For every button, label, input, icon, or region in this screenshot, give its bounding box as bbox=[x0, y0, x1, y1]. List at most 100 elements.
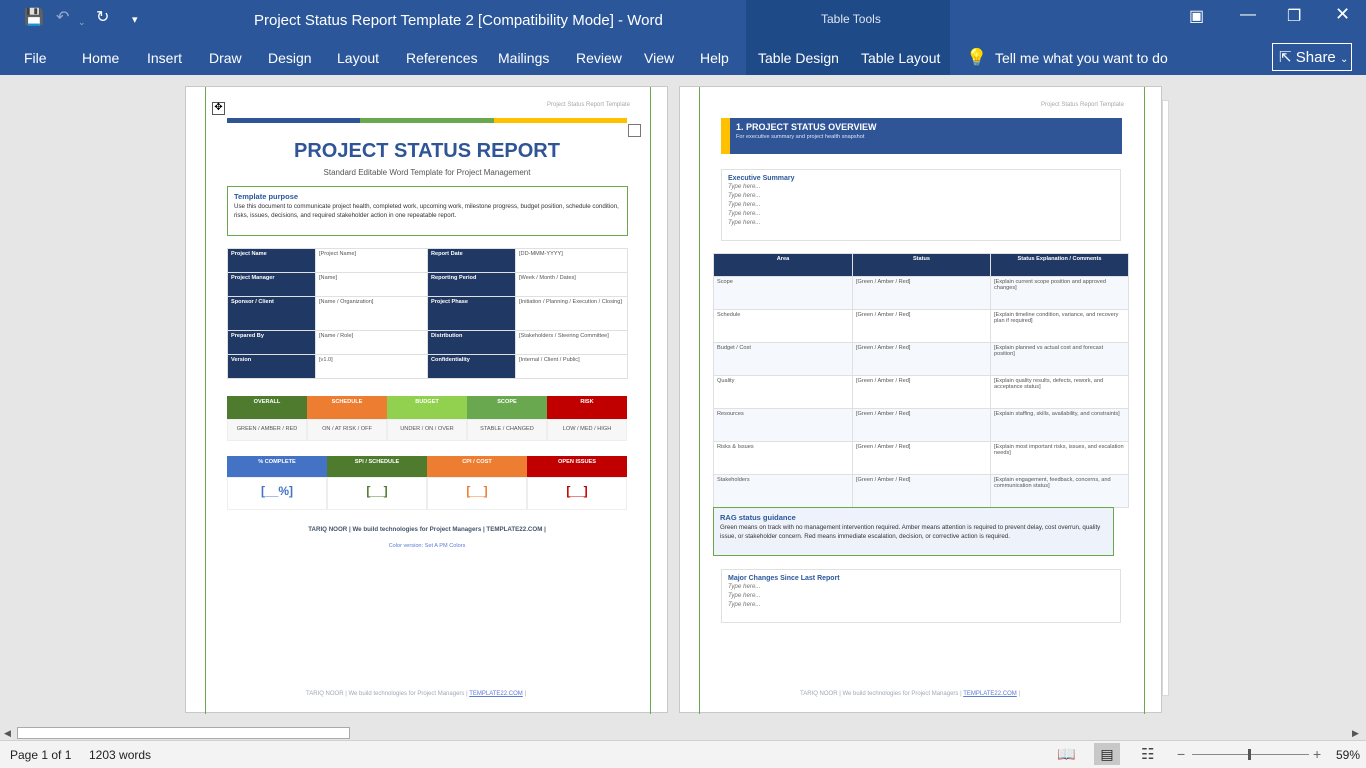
tab-layout[interactable]: Layout bbox=[337, 50, 380, 66]
rag-title: RAG status guidance bbox=[720, 513, 796, 522]
kpi-value[interactable]: [__] bbox=[527, 477, 627, 510]
status-cell[interactable]: [Green / Amber / Red] bbox=[852, 276, 991, 310]
tell-me-search[interactable]: Tell me what you want to do bbox=[995, 50, 1168, 66]
area-cell[interactable]: Resources bbox=[713, 408, 853, 442]
redo-icon[interactable]: ↻ bbox=[96, 9, 110, 26]
status-header: SCOPE bbox=[467, 396, 547, 419]
comment-cell[interactable]: [Explain staffing, skills, availability,… bbox=[990, 408, 1129, 442]
tab-references[interactable]: References bbox=[406, 50, 478, 66]
type-here-line[interactable]: Type here... bbox=[728, 601, 761, 608]
zoom-level[interactable]: 59% bbox=[1336, 748, 1361, 762]
horizontal-scrollbar[interactable]: ◀ ▶ bbox=[0, 726, 1366, 740]
area-cell[interactable]: Schedule bbox=[713, 309, 853, 343]
table-move-handle-icon[interactable]: ✥ bbox=[212, 102, 225, 115]
info-value[interactable]: [Name / Organization] bbox=[315, 296, 428, 331]
page-footer: TARIQ NOOR | We build technologies for P… bbox=[800, 691, 1020, 697]
footer-text: TARIQ NOOR | We build technologies for P… bbox=[306, 691, 468, 697]
status-cell[interactable]: [Green / Amber / Red] bbox=[852, 309, 991, 343]
tab-review[interactable]: Review bbox=[576, 50, 622, 66]
zoom-in-icon[interactable]: + bbox=[1313, 746, 1322, 762]
ribbon-display-icon[interactable]: ▣ bbox=[1189, 8, 1205, 25]
kpi-value[interactable]: [__] bbox=[427, 477, 527, 510]
zoom-slider-thumb[interactable] bbox=[1248, 749, 1251, 760]
status-value[interactable]: GREEN / AMBER / RED bbox=[227, 419, 307, 441]
major-changes-box[interactable]: Major Changes Since Last Report Type her… bbox=[721, 569, 1121, 623]
status-value[interactable]: LOW / MED / HIGH bbox=[547, 419, 627, 441]
info-value[interactable]: [Name] bbox=[315, 272, 428, 297]
comment-cell[interactable]: [Explain current scope position and appr… bbox=[990, 276, 1129, 310]
area-cell[interactable]: Stakeholders bbox=[713, 474, 853, 508]
close-icon[interactable]: ✕ bbox=[1335, 4, 1351, 24]
document-page-2[interactable]: Project Status Report Template 1. PROJEC… bbox=[679, 86, 1162, 714]
status-value[interactable]: ON / AT RISK / OFF bbox=[307, 419, 387, 441]
tab-home[interactable]: Home bbox=[82, 50, 120, 66]
status-value[interactable]: STABLE / CHANGED bbox=[467, 419, 547, 441]
zoom-out-icon[interactable]: − bbox=[1177, 746, 1186, 762]
status-cell[interactable]: [Green / Amber / Red] bbox=[852, 408, 991, 442]
table-row: Stakeholders [Green / Amber / Red] [Explai… bbox=[713, 474, 1129, 508]
page-count[interactable]: Page 1 of 1 bbox=[10, 748, 72, 762]
type-here-line[interactable]: Type here... bbox=[728, 183, 761, 190]
web-layout-icon[interactable]: ☷ bbox=[1141, 746, 1155, 763]
customize-toolbar-icon[interactable]: ▾ bbox=[132, 14, 138, 26]
status-value[interactable]: UNDER / ON / OVER bbox=[387, 419, 467, 441]
tab-design[interactable]: Design bbox=[268, 50, 312, 66]
undo-dropdown-icon[interactable]: ⌄ bbox=[78, 17, 86, 27]
type-here-line[interactable]: Type here... bbox=[728, 201, 761, 208]
status-cell[interactable]: [Green / Amber / Red] bbox=[852, 441, 991, 475]
type-here-line[interactable]: Type here... bbox=[728, 210, 761, 217]
info-value[interactable]: [Initiation / Planning / Execution / Clo… bbox=[515, 296, 628, 331]
tab-view[interactable]: View bbox=[644, 50, 675, 66]
tab-table-design[interactable]: Table Design bbox=[758, 50, 839, 66]
status-cell[interactable]: [Green / Amber / Red] bbox=[852, 342, 991, 376]
kpi-value[interactable]: [__%] bbox=[227, 477, 327, 510]
info-value[interactable]: [DD-MMM-YYYY] bbox=[515, 248, 628, 273]
word-count[interactable]: 1203 words bbox=[89, 748, 152, 762]
info-value[interactable]: [Stakeholders / Steering Committee] bbox=[515, 330, 628, 355]
tab-draw[interactable]: Draw bbox=[209, 50, 242, 66]
share-button[interactable]: ⇱ Share ⌄ bbox=[1272, 43, 1352, 71]
comment-cell[interactable]: [Explain planned vs actual cost and fore… bbox=[990, 342, 1129, 376]
footer-link[interactable]: TEMPLATE22.COM bbox=[963, 691, 1017, 697]
scroll-left-icon[interactable]: ◀ bbox=[4, 728, 11, 738]
comment-cell[interactable]: [Explain timeline condition, variance, a… bbox=[990, 309, 1129, 343]
info-value[interactable]: [Project Name] bbox=[315, 248, 428, 273]
report-subtitle: Standard Editable Word Template for Proj… bbox=[323, 168, 531, 177]
type-here-line[interactable]: Type here... bbox=[728, 192, 761, 199]
print-layout-icon[interactable]: ▤ bbox=[1094, 743, 1120, 765]
save-icon[interactable]: 💾 bbox=[24, 9, 44, 26]
undo-icon[interactable]: ↶ bbox=[56, 9, 70, 26]
info-value[interactable]: [Week / Month / Dates] bbox=[515, 272, 628, 297]
area-cell[interactable]: Risks & Issues bbox=[713, 441, 853, 475]
area-cell[interactable]: Budget / Cost bbox=[713, 342, 853, 376]
scroll-right-icon[interactable]: ▶ bbox=[1352, 728, 1359, 738]
minimize-icon[interactable]: — bbox=[1240, 6, 1256, 23]
area-cell[interactable]: Scope bbox=[713, 276, 853, 310]
info-value[interactable]: [Internal / Client / Public] bbox=[515, 354, 628, 379]
scroll-thumb[interactable] bbox=[17, 727, 350, 739]
tab-insert[interactable]: Insert bbox=[147, 50, 183, 66]
executive-summary-box[interactable]: Executive Summary Type here... Type here… bbox=[721, 169, 1121, 241]
tab-mailings[interactable]: Mailings bbox=[498, 50, 550, 66]
type-here-line[interactable]: Type here... bbox=[728, 592, 761, 599]
status-cell[interactable]: [Green / Amber / Red] bbox=[852, 375, 991, 409]
info-value[interactable]: [v1.0] bbox=[315, 354, 428, 379]
restore-icon[interactable]: ❐ bbox=[1287, 8, 1302, 25]
status-cell[interactable]: [Green / Amber / Red] bbox=[852, 474, 991, 508]
kpi-value[interactable]: [__] bbox=[327, 477, 427, 510]
table-resize-handle[interactable] bbox=[628, 124, 641, 137]
tab-help[interactable]: Help bbox=[700, 50, 729, 66]
read-mode-icon[interactable]: 📖 bbox=[1057, 746, 1076, 763]
tab-file[interactable]: File bbox=[24, 50, 47, 66]
area-cell[interactable]: Quality bbox=[713, 375, 853, 409]
tab-table-layout[interactable]: Table Layout bbox=[861, 50, 941, 66]
footer-link[interactable]: TEMPLATE22.COM bbox=[469, 691, 523, 697]
type-here-line[interactable]: Type here... bbox=[728, 583, 761, 590]
comment-cell[interactable]: [Explain most important risks, issues, a… bbox=[990, 441, 1129, 475]
info-value[interactable]: [Name / Role] bbox=[315, 330, 428, 355]
type-here-line[interactable]: Type here... bbox=[728, 219, 761, 226]
comment-cell[interactable]: [Explain engagement, feedback, concerns,… bbox=[990, 474, 1129, 508]
document-page-1[interactable]: ✥ Project Status Report Template PROJECT… bbox=[185, 86, 668, 714]
comment-cell[interactable]: [Explain quality results, defects, rewor… bbox=[990, 375, 1129, 409]
status-bar: Page 1 of 1 1203 words 📖 ▤ ☷ − + 59% bbox=[0, 740, 1366, 768]
